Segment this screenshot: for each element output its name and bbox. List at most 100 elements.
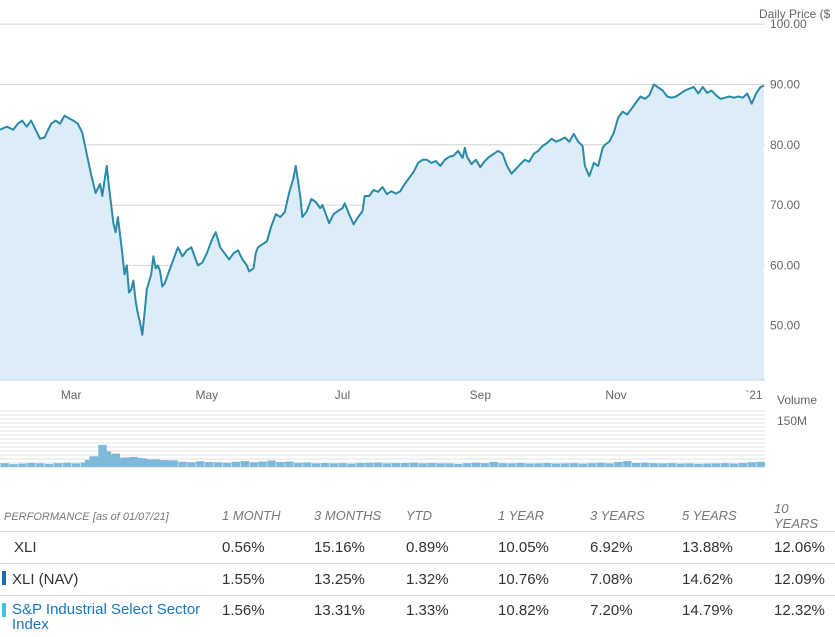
volume-bar — [249, 462, 258, 467]
volume-bar — [187, 462, 196, 467]
volume-bar — [116, 458, 125, 467]
volume-bar — [267, 460, 276, 467]
volume-bar — [231, 461, 241, 467]
series-marker-index — [2, 603, 6, 617]
volume-bar — [84, 459, 94, 467]
table-cell: 1.56% — [222, 602, 265, 619]
volume-bar — [124, 457, 134, 467]
volume-bar — [391, 463, 401, 467]
volume-bar — [276, 461, 285, 467]
volume-bar — [147, 460, 156, 467]
volume-bar — [98, 444, 107, 467]
volume-bar — [703, 463, 712, 467]
volume-bar — [102, 451, 112, 467]
volume-bar — [649, 463, 659, 467]
volume-bar — [489, 461, 499, 467]
volume-bar — [587, 463, 596, 467]
volume-bar — [569, 463, 579, 467]
volume-bar — [0, 463, 9, 467]
period-5-years: 5 YEARS — [682, 500, 774, 532]
row-name-xli: XLI — [0, 531, 222, 564]
volume-bar — [80, 462, 89, 467]
volume-bar — [454, 463, 463, 467]
table-cell: 14.62% — [682, 563, 774, 596]
volume-bar — [205, 461, 214, 467]
table-row: XLI (NAV) 1.55% 13.25% 1.32% 10.76% 7.08… — [0, 563, 835, 596]
performance-asof: [as of 01/07/21] — [92, 510, 169, 523]
volume-bar — [560, 463, 570, 467]
volume-bar — [169, 460, 178, 467]
table-cell: 14.79% — [682, 602, 733, 619]
volume-bar — [658, 463, 668, 467]
period-3-years: 3 YEARS — [590, 500, 682, 532]
performance-header-row: PERFORMANCE [as of 01/07/21] 1 MONTH 3 M… — [0, 500, 835, 532]
volume-bar — [729, 463, 739, 467]
table-cell: 15.16% — [314, 531, 406, 564]
volume-bar — [338, 463, 347, 467]
period-ytd: YTD — [406, 500, 498, 532]
table-cell: 13.25% — [314, 563, 406, 596]
index-link[interactable]: S&P Industrial Select Sector Index — [12, 601, 201, 633]
table-row: XLI 0.56% 15.16% 0.89% 10.05% 6.92% 13.8… — [0, 531, 835, 564]
volume-bar — [534, 463, 543, 467]
x-tick-label: Jul — [335, 388, 350, 402]
volume-bar — [240, 461, 250, 467]
volume-bar — [418, 463, 427, 467]
performance-table: PERFORMANCE [as of 01/07/21] 1 MONTH 3 M… — [0, 500, 835, 633]
volume-bar — [676, 463, 685, 467]
volume-label: Volume — [777, 393, 817, 407]
row-name-label: XLI (NAV) — [12, 571, 79, 588]
x-tick-label: Mar — [61, 388, 82, 402]
table-cell: 1.33% — [406, 602, 449, 619]
volume-bar — [329, 463, 338, 467]
volume-bar — [142, 459, 152, 467]
y-tick-label: 80.00 — [770, 138, 800, 152]
table-cell: 7.20% — [590, 602, 633, 619]
volume-bar — [165, 461, 174, 467]
volume-bar — [640, 462, 650, 467]
volume-tick-label: 150M — [777, 414, 807, 428]
x-tick-label: May — [195, 388, 218, 402]
volume-bar — [156, 460, 165, 467]
x-tick-label: Nov — [605, 388, 626, 402]
volume-bar — [138, 458, 147, 467]
volume-bar — [712, 463, 721, 467]
volume-bars — [0, 444, 765, 467]
volume-bar — [614, 461, 623, 467]
volume-bar — [498, 463, 507, 467]
volume-bar — [133, 457, 143, 467]
y-tick-label: 90.00 — [770, 77, 800, 91]
volume-bar — [302, 462, 312, 467]
volume-bar — [471, 462, 481, 467]
volume-bar — [507, 463, 516, 467]
volume-grid — [0, 410, 765, 468]
volume-bar — [222, 462, 232, 467]
table-cell: 1.55% — [222, 563, 314, 596]
volume-bar — [685, 463, 694, 467]
x-tick-label: `21 — [745, 388, 763, 402]
volume-bar — [667, 463, 676, 467]
volume-bar — [178, 461, 187, 467]
table-cell: 10.05% — [498, 531, 590, 564]
period-1-month: 1 MONTH — [222, 500, 314, 532]
volume-bar — [738, 462, 748, 467]
volume-bar — [623, 461, 632, 467]
volume-bar — [93, 456, 103, 467]
x-axis-ticks: Mar May Jul Sep Nov `21 — [61, 388, 763, 402]
y-tick-label: 70.00 — [770, 198, 800, 212]
volume-bar — [427, 462, 436, 467]
period-1-year: 1 YEAR — [498, 500, 590, 532]
volume-bar — [605, 463, 614, 467]
volume-bar — [400, 462, 410, 467]
table-cell: 6.92% — [590, 531, 682, 564]
y-tick-label: 50.00 — [770, 319, 800, 333]
volume-bar — [480, 463, 490, 467]
volume-bar — [27, 462, 36, 467]
volume-bar — [258, 461, 267, 467]
table-cell: 0.56% — [222, 531, 314, 564]
x-tick-label: Sep — [470, 388, 492, 402]
table-cell: 10.82% — [498, 602, 549, 619]
volume-bar — [365, 462, 374, 467]
price-chart: 100.00 90.00 80.00 70.00 60.00 50.00 Daily Pr… — [0, 7, 831, 468]
volume-bar — [311, 463, 321, 467]
